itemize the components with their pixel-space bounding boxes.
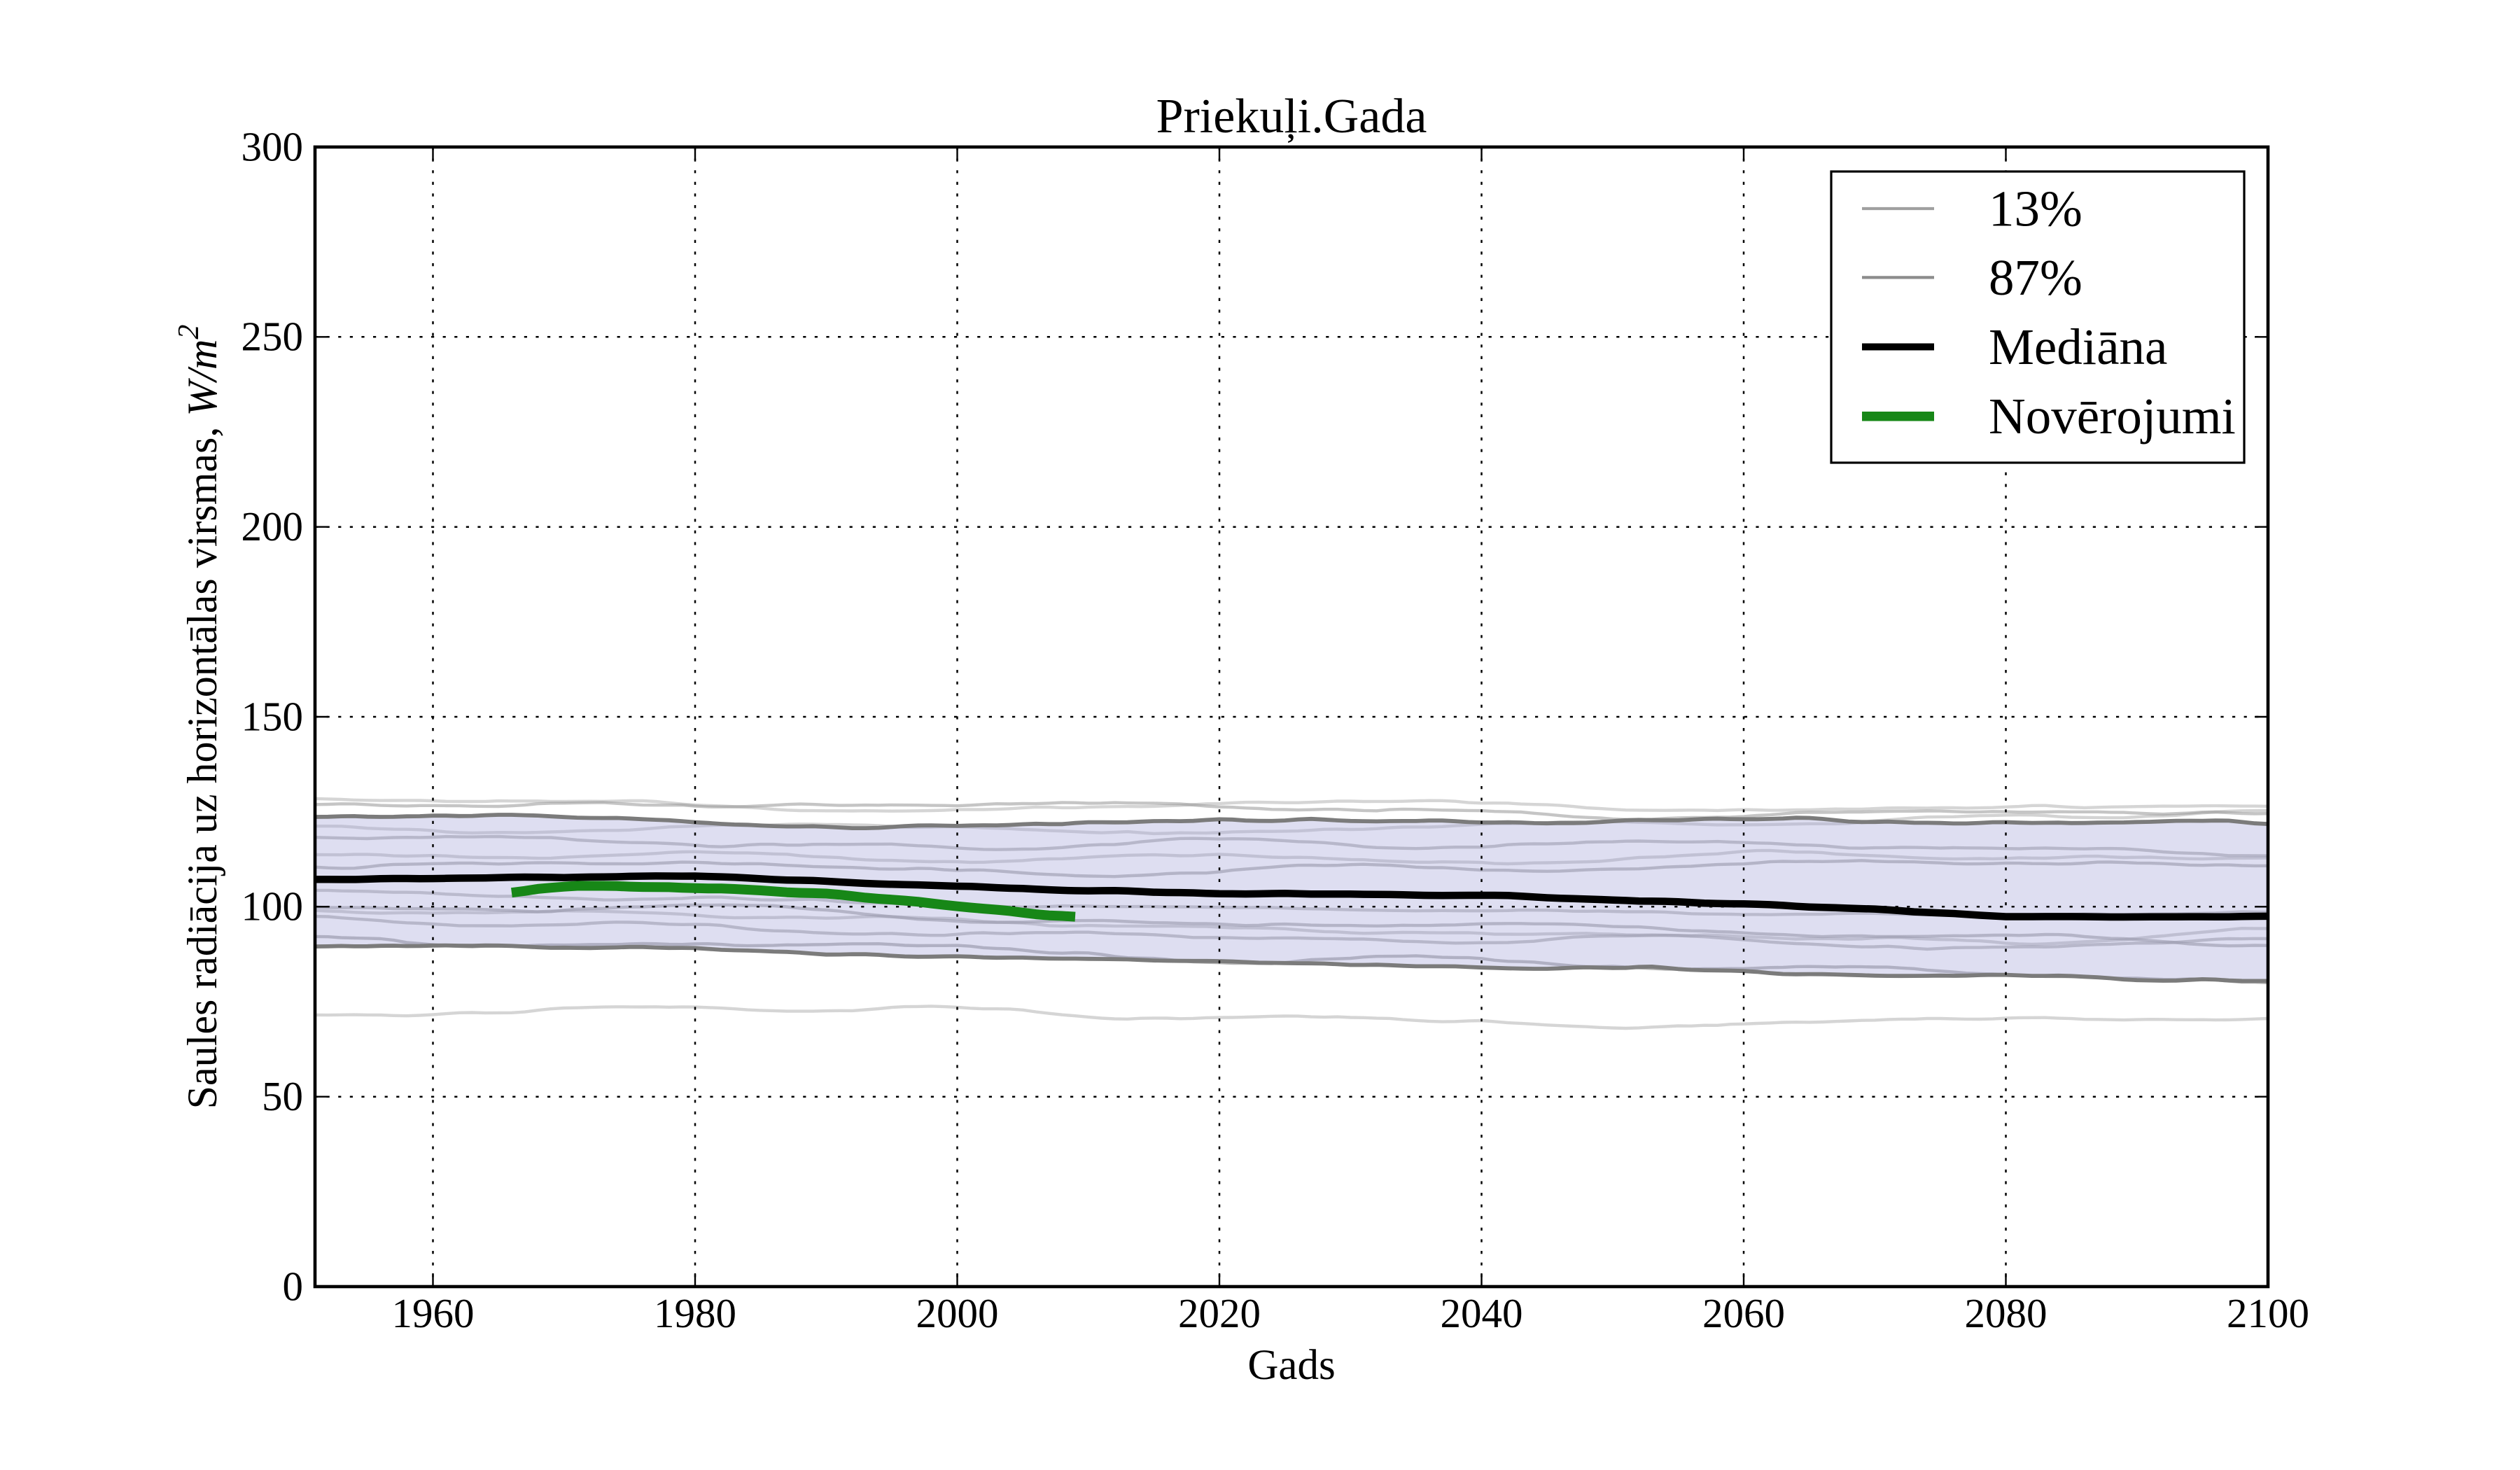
svg-text:50: 50 — [262, 1073, 303, 1119]
svg-text:1980: 1980 — [654, 1290, 736, 1336]
svg-text:2020: 2020 — [1178, 1290, 1261, 1336]
svg-text:200: 200 — [241, 503, 304, 550]
svg-text:150: 150 — [241, 693, 304, 739]
svg-text:Gads: Gads — [1247, 1342, 1335, 1389]
svg-text:2000: 2000 — [916, 1290, 999, 1336]
svg-text:0: 0 — [283, 1263, 304, 1309]
svg-text:Novērojumi: Novērojumi — [1989, 388, 2236, 444]
svg-text:87%: 87% — [1989, 249, 2082, 306]
svg-text:1960: 1960 — [392, 1290, 475, 1336]
svg-text:300: 300 — [241, 123, 304, 169]
svg-text:2040: 2040 — [1441, 1290, 1523, 1336]
svg-text:250: 250 — [241, 314, 304, 360]
svg-text:100: 100 — [241, 883, 304, 930]
svg-text:Saules radiācija uz horizontāl: Saules radiācija uz horizontālas virsmas… — [173, 325, 225, 1110]
svg-text:Mediāna: Mediāna — [1989, 318, 2167, 375]
svg-text:Priekuļi.Gada: Priekuļi.Gada — [1156, 90, 1427, 144]
svg-text:2100: 2100 — [2227, 1290, 2309, 1336]
svg-text:2060: 2060 — [1702, 1290, 1785, 1336]
svg-text:2080: 2080 — [1965, 1290, 2047, 1336]
svg-text:13%: 13% — [1989, 181, 2082, 237]
